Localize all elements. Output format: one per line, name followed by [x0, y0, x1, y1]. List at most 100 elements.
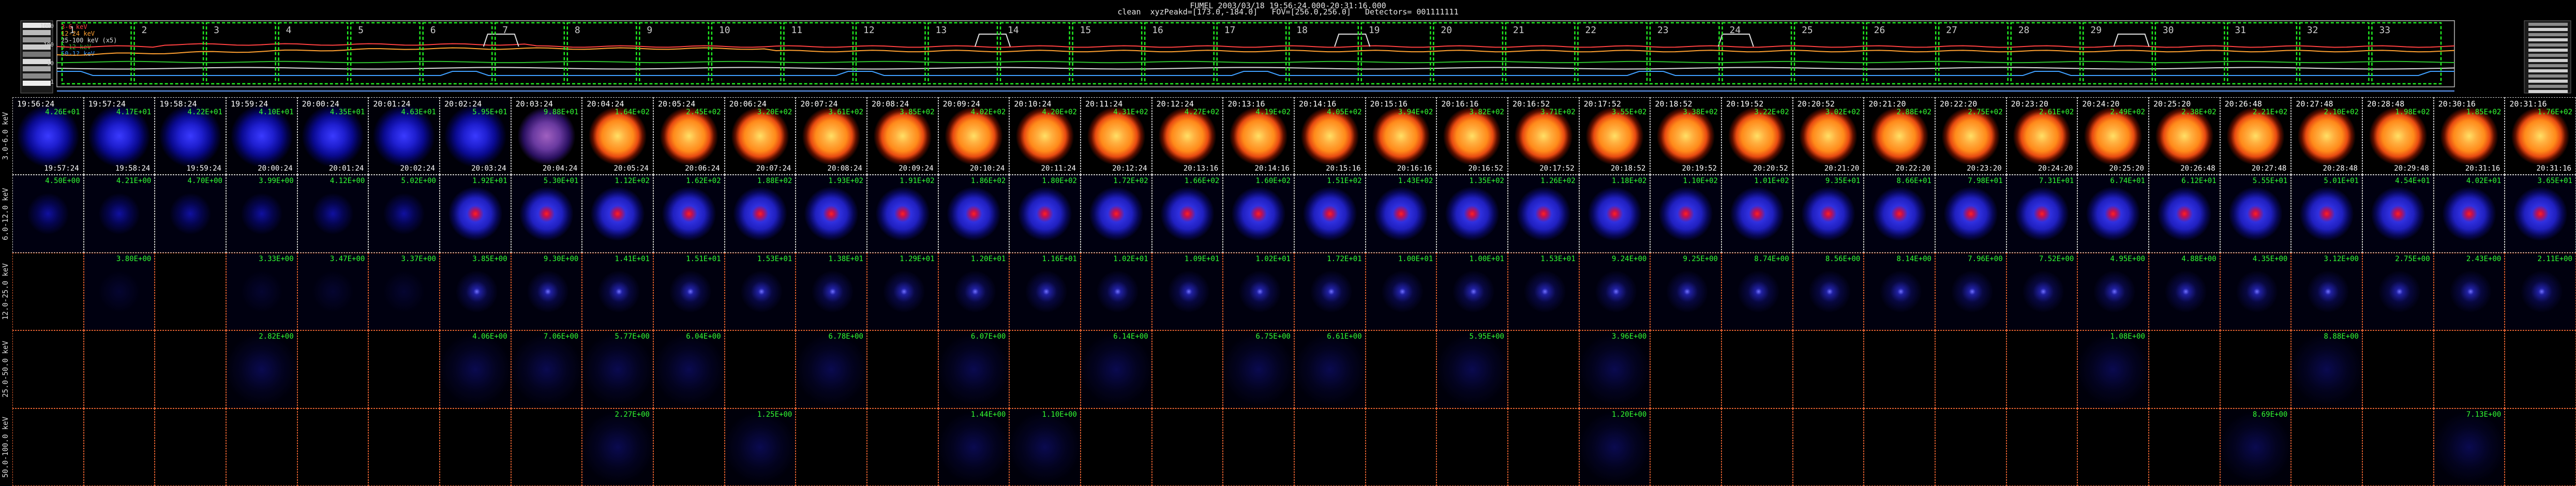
image-cell[interactable] — [226, 408, 297, 486]
image-cell[interactable]: 5.01E+01 — [2291, 175, 2362, 253]
image-cell[interactable]: 4.50E+00 — [12, 175, 84, 253]
image-cell[interactable] — [297, 408, 369, 486]
image-cell[interactable] — [2505, 408, 2576, 486]
image-cell[interactable]: 6.75E+00 — [1223, 330, 1294, 408]
image-cell[interactable] — [1864, 408, 1935, 486]
image-cell[interactable]: 20:30:16 20:31:16 1.85E+02 — [2433, 97, 2505, 175]
image-cell[interactable]: 1.62E+02 — [653, 175, 725, 253]
image-cell[interactable] — [368, 408, 440, 486]
image-cell[interactable]: 20:25:20 20:26:48 2.38E+02 — [2149, 97, 2220, 175]
image-cell[interactable]: 1.00E+01 — [1436, 252, 1508, 331]
image-cell[interactable]: 3.37E+00 — [368, 252, 440, 331]
image-cell[interactable]: 1.02E+01 — [1223, 252, 1294, 331]
image-cell[interactable]: 7.96E+00 — [1935, 252, 2006, 331]
image-cell[interactable] — [1792, 330, 1864, 408]
image-cell[interactable] — [12, 252, 84, 331]
image-cell[interactable]: 20:21:20 20:22:20 2.88E+02 — [1864, 97, 1935, 175]
image-cell[interactable] — [1436, 408, 1508, 486]
image-cell[interactable]: 1.72E+01 — [1294, 252, 1366, 331]
image-cell[interactable] — [867, 408, 938, 486]
image-cell[interactable]: 6.74E+01 — [2077, 175, 2149, 253]
image-cell[interactable]: 3.12E+00 — [2291, 252, 2362, 331]
image-cell[interactable]: 20:04:24 20:05:24 1.64E+02 — [582, 97, 653, 175]
image-cell[interactable]: 3.33E+00 — [226, 252, 297, 331]
image-cell[interactable]: 4.70E+00 — [155, 175, 226, 253]
image-cell[interactable]: 1.72E+02 — [1081, 175, 1152, 253]
image-cell[interactable] — [2006, 408, 2078, 486]
image-cell[interactable]: 20:07:24 20:08:24 3.61E+02 — [796, 97, 867, 175]
image-cell[interactable]: 1.41E+01 — [582, 252, 653, 331]
image-cell[interactable]: 1.25E+00 — [724, 408, 796, 486]
image-cell[interactable]: 4.06E+00 — [440, 330, 511, 408]
image-cell[interactable] — [2362, 408, 2434, 486]
image-cell[interactable] — [796, 408, 867, 486]
image-cell[interactable] — [1365, 408, 1437, 486]
image-cell[interactable]: 1.86E+02 — [938, 175, 1010, 253]
image-cell[interactable]: 20:12:24 20:13:16 4.27E+02 — [1151, 97, 1223, 175]
image-cell[interactable]: 8.56E+00 — [1792, 252, 1864, 331]
image-cell[interactable]: 5.77E+00 — [582, 330, 653, 408]
image-cell[interactable]: 20:19:52 20:20:52 3.22E+02 — [1721, 97, 1793, 175]
image-cell[interactable] — [1223, 408, 1294, 486]
image-cell[interactable]: 1.93E+02 — [796, 175, 867, 253]
image-cell[interactable]: 2.75E+00 — [2362, 252, 2434, 331]
image-cell[interactable]: 1.10E+00 — [1009, 408, 1081, 486]
image-cell[interactable] — [1721, 330, 1793, 408]
image-cell[interactable]: 7.52E+00 — [2006, 252, 2078, 331]
image-cell[interactable]: 1.51E+01 — [653, 252, 725, 331]
image-cell[interactable]: 6.12E+01 — [2149, 175, 2220, 253]
image-cell[interactable]: 20:11:24 20:12:24 4.31E+02 — [1081, 97, 1152, 175]
image-cell[interactable] — [2077, 408, 2149, 486]
image-cell[interactable]: 2.11E+00 — [2505, 252, 2576, 331]
image-cell[interactable]: 1.91E+02 — [867, 175, 938, 253]
image-cell[interactable]: 20:24:20 20:25:20 2.49E+02 — [2077, 97, 2149, 175]
image-cell[interactable]: 1.18E+02 — [1579, 175, 1651, 253]
image-cell[interactable] — [2149, 408, 2220, 486]
image-cell[interactable] — [1864, 330, 1935, 408]
image-cell[interactable]: 5.02E+00 — [368, 175, 440, 253]
image-cell[interactable]: 1.43E+02 — [1365, 175, 1437, 253]
image-cell[interactable]: 8.88E+00 — [2291, 330, 2362, 408]
image-cell[interactable]: 19:59:24 20:00:24 4.10E+01 — [226, 97, 297, 175]
image-cell[interactable] — [1508, 408, 1579, 486]
image-cell[interactable]: 1.10E+02 — [1650, 175, 1721, 253]
image-cell[interactable]: 4.54E+01 — [2362, 175, 2434, 253]
image-cell[interactable] — [2362, 330, 2434, 408]
image-cell[interactable]: 4.12E+00 — [297, 175, 369, 253]
image-cell[interactable]: 7.13E+00 — [2433, 408, 2505, 486]
image-cell[interactable] — [1721, 408, 1793, 486]
image-cell[interactable]: 20:17:52 20:18:52 3.55E+02 — [1579, 97, 1651, 175]
image-cell[interactable]: 2.82E+00 — [226, 330, 297, 408]
image-cell[interactable]: 20:15:16 20:16:16 3.94E+02 — [1365, 97, 1437, 175]
image-cell[interactable]: 20:26:48 20:27:48 2.21E+02 — [2220, 97, 2292, 175]
image-cell[interactable] — [1935, 408, 2006, 486]
image-cell[interactable]: 3.85E+00 — [440, 252, 511, 331]
image-cell[interactable]: 1.66E+02 — [1151, 175, 1223, 253]
image-cell[interactable] — [1650, 330, 1721, 408]
image-cell[interactable] — [155, 252, 226, 331]
image-cell[interactable]: 1.01E+02 — [1721, 175, 1793, 253]
image-cell[interactable]: 3.65E+01 — [2505, 175, 2576, 253]
image-cell[interactable]: 4.35E+00 — [2220, 252, 2292, 331]
image-cell[interactable]: 4.02E+01 — [2433, 175, 2505, 253]
image-cell[interactable] — [83, 408, 155, 486]
image-cell[interactable]: 1.51E+02 — [1294, 175, 1366, 253]
image-cell[interactable]: 5.95E+00 — [1436, 330, 1508, 408]
image-cell[interactable]: 1.44E+00 — [938, 408, 1010, 486]
image-cell[interactable]: 3.96E+00 — [1579, 330, 1651, 408]
image-cell[interactable]: 9.24E+00 — [1579, 252, 1651, 331]
image-cell[interactable] — [1009, 330, 1081, 408]
image-cell[interactable]: 1.38E+01 — [796, 252, 867, 331]
image-cell[interactable]: 20:31:16 20:31:16 1.76E+02 — [2505, 97, 2576, 175]
image-cell[interactable]: 1.88E+02 — [724, 175, 796, 253]
image-cell[interactable]: 1.26E+02 — [1508, 175, 1579, 253]
image-cell[interactable]: 20:06:24 20:07:24 3.20E+02 — [724, 97, 796, 175]
image-cell[interactable]: 6.04E+00 — [653, 330, 725, 408]
image-cell[interactable]: 1.53E+01 — [724, 252, 796, 331]
image-cell[interactable] — [12, 408, 84, 486]
image-cell[interactable]: 1.92E+01 — [440, 175, 511, 253]
image-cell[interactable]: 20:20:52 20:21:20 3.02E+02 — [1792, 97, 1864, 175]
image-cell[interactable] — [2291, 408, 2362, 486]
image-cell[interactable] — [12, 330, 84, 408]
image-cell[interactable]: 1.35E+02 — [1436, 175, 1508, 253]
